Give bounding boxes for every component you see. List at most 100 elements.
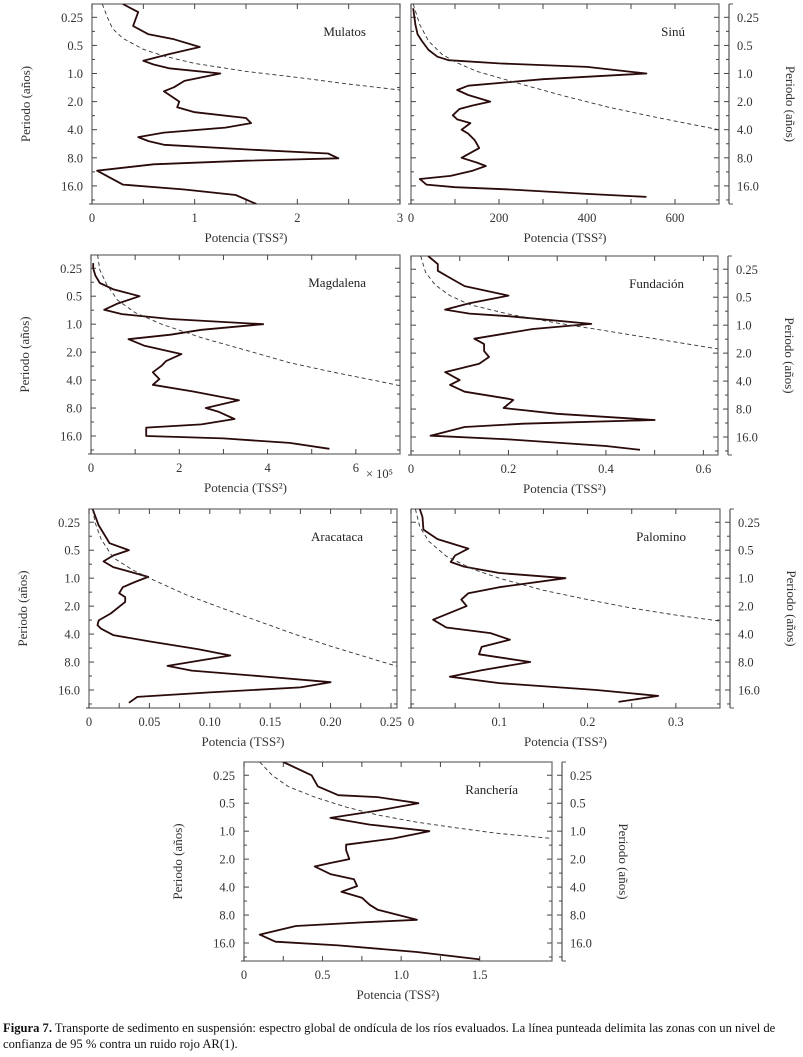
x-tick-label: 0.15 [259, 715, 281, 729]
confidence-line [92, 509, 397, 667]
x-tick-label: 0.2 [580, 715, 596, 729]
y-tick-label: 0.5 [219, 797, 235, 811]
x-tick-label: 1.0 [393, 968, 409, 982]
y-tick-label: 4.0 [219, 881, 235, 895]
y-tick-label: 0.25 [61, 11, 83, 25]
panel-title: Magdalena [308, 275, 366, 290]
chart-panel-fundacion: 0.25 0.5 1.0 2.0 4.0 8.0 16.0 Periodo (años) 0 0.… [408, 255, 797, 496]
x-tick-label: 0.20 [320, 715, 342, 729]
y-axis-title: Periodo (años) [18, 66, 33, 142]
y-tick-label: 16.0 [58, 683, 80, 697]
y-tick-label: 1.0 [67, 67, 83, 81]
plot-frame [88, 508, 398, 709]
y-tick-label: 0.5 [64, 544, 80, 558]
x-tick-label: 0.4 [598, 462, 614, 476]
y-axis-title: Periodo (años) [17, 316, 32, 392]
x-axis-title: Potencia (TSS²) [204, 480, 287, 495]
x-tick-label: 600 [666, 211, 685, 225]
x-tick-label: 4 [264, 461, 271, 475]
y-axis-title: Periodo (años) [15, 570, 30, 646]
y-tick-label: 2.0 [570, 853, 586, 867]
spectrum-line [96, 4, 340, 204]
y-tick-label: 4.0 [570, 881, 586, 895]
x-tick-label: 6 [353, 461, 359, 475]
x-tick-label: 0 [86, 715, 92, 729]
x-axis-title: Potencia (TSS²) [357, 987, 440, 1002]
x-tick-label: 1 [192, 211, 198, 225]
x-tick-label: 0 [88, 461, 94, 475]
y-tick-label: 0.25 [58, 516, 80, 530]
y-tick-label: 0.25 [737, 11, 759, 25]
y-tick-label: 0.5 [737, 39, 753, 53]
chart-panel-mulatos: 0.25 0.5 1.0 2.0 4.0 8.0 16.0 Periodo (años) 0 1 2… [18, 3, 403, 245]
y-tick-label: 4.0 [738, 628, 754, 642]
x-tick-label: 0.1 [491, 715, 507, 729]
x-tick-label: 1.5 [472, 968, 488, 982]
panel-title: Mulatos [323, 24, 366, 39]
y-axis-title: Periodo (años) [783, 66, 798, 142]
confidence-line [259, 762, 552, 839]
panel-title: Aracataca [311, 529, 363, 544]
x-tick-label: 2 [176, 461, 182, 475]
x-tick-label: 0 [408, 211, 414, 225]
x-tick-label: 0.6 [696, 462, 712, 476]
plot-frame [90, 254, 401, 455]
y-tick-label: 1.0 [64, 572, 80, 586]
chart-panel-magdalena: 0.25 0.5 1.0 2.0 4.0 8.0 16.0 Periodo (años) 0 2 4… [17, 254, 401, 495]
x-axis-title: Potencia (TSS²) [205, 230, 288, 245]
y-tick-label: 0.5 [738, 544, 754, 558]
y-axis-title: Periodo (años) [170, 823, 185, 899]
y-tick-label: 2.0 [736, 347, 752, 361]
y-tick-label: 0.25 [736, 263, 758, 277]
chart-panel-sinu: 0.25 0.5 1.0 2.0 4.0 8.0 16.0 Periodo (años) 0 20… [408, 3, 798, 245]
spectrum-line [427, 256, 656, 451]
y-tick-label: 16.0 [60, 429, 82, 443]
confidence-line [420, 256, 718, 350]
figure-caption: Figura 7. Transporte de sedimento en sus… [3, 1020, 803, 1052]
y-tick-label: 0.5 [66, 290, 82, 304]
y-tick-label: 16.0 [737, 179, 759, 193]
y-tick-label: 0.25 [60, 262, 82, 276]
x-tick-label: 0 [408, 462, 414, 476]
y-tick-label: 2.0 [219, 853, 235, 867]
y-tick-label: 1.0 [66, 318, 82, 332]
y-tick-label: 8.0 [738, 656, 754, 670]
y-tick-label: 4.0 [736, 375, 752, 389]
y-tick-label: 8.0 [219, 909, 235, 923]
x-tick-label: 400 [578, 211, 597, 225]
spectrum-line [91, 509, 332, 704]
y-tick-label: 1.0 [737, 67, 753, 81]
y-tick-label: 8.0 [570, 909, 586, 923]
x-tick-label: 0.2 [501, 462, 517, 476]
x-tick-label: 0.5 [315, 968, 331, 982]
y-tick-label: 2.0 [738, 600, 754, 614]
y-tick-label: 8.0 [66, 402, 82, 416]
y-tick-label: 4.0 [64, 628, 80, 642]
x-multiplier-label: × 10⁵ [366, 467, 393, 481]
x-tick-label: 2 [294, 211, 300, 225]
x-tick-label: 0 [408, 715, 414, 729]
y-axis-title: Periodo (años) [782, 317, 797, 393]
y-tick-label: 0.25 [213, 769, 235, 783]
y-tick-label: 16.0 [736, 430, 758, 444]
caption-label: Figura 7. [3, 1021, 52, 1035]
figure-canvas: 0.25 0.5 1.0 2.0 4.0 8.0 16.0 Periodo (años) 0 1 2… [15, 3, 799, 1002]
x-axis-title: Potencia (TSS²) [524, 734, 607, 749]
y-tick-label: 1.0 [219, 825, 235, 839]
y-tick-label: 0.5 [736, 291, 752, 305]
y-tick-label: 0.5 [570, 797, 586, 811]
x-tick-label: 0.25 [380, 715, 402, 729]
spectrum-line [412, 8, 648, 198]
x-tick-label: 0.3 [668, 715, 684, 729]
panel-title: Ranchería [465, 782, 518, 797]
caption-text: Transporte de sedimento en suspensión: e… [3, 1021, 776, 1051]
plot-frame [410, 508, 721, 709]
x-axis-title: Potencia (TSS²) [523, 481, 606, 496]
spectrum-line [418, 509, 660, 703]
y-tick-label: 1.0 [736, 319, 752, 333]
plot-frame [410, 3, 720, 205]
x-tick-label: 200 [490, 211, 509, 225]
x-tick-label: 0.10 [199, 715, 221, 729]
x-axis-title: Potencia (TSS²) [202, 734, 285, 749]
y-tick-label: 2.0 [66, 346, 82, 360]
